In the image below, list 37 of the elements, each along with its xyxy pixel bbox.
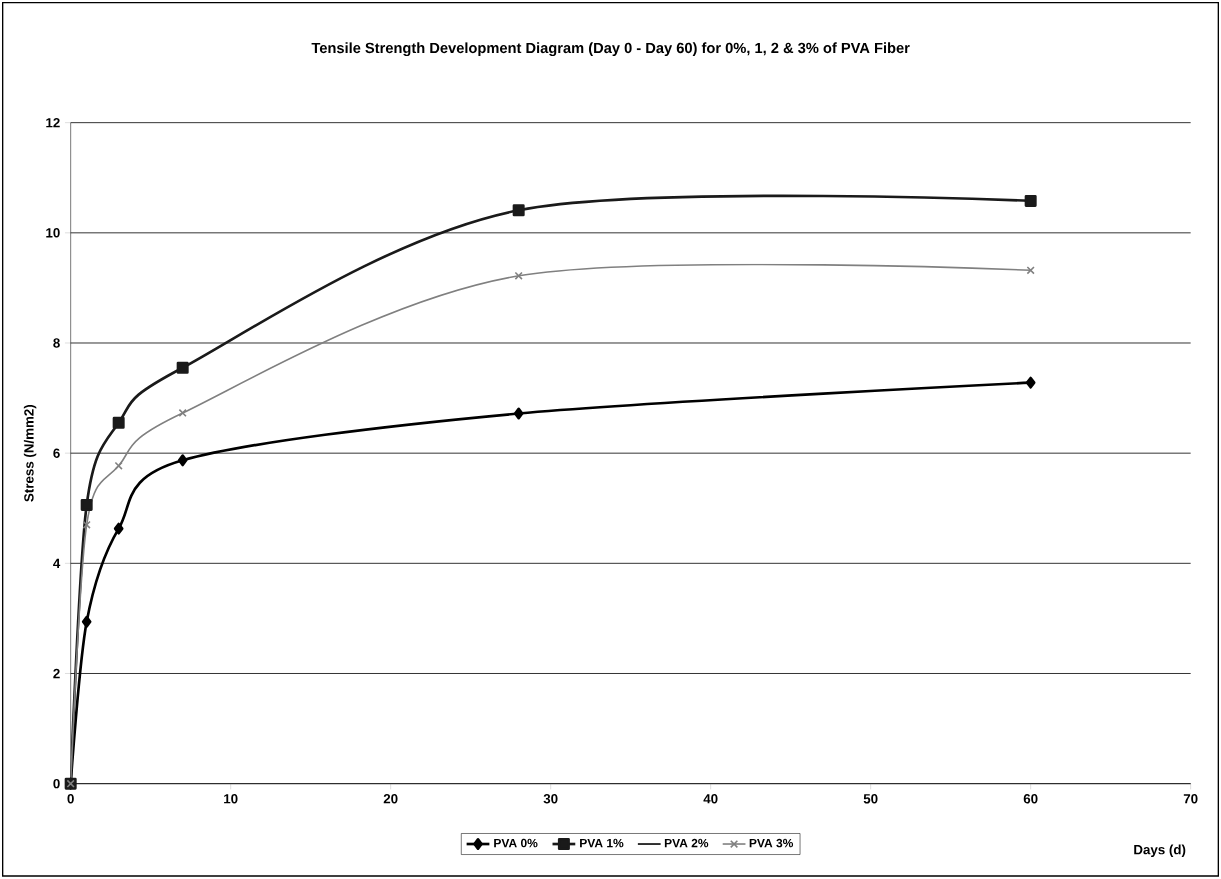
point — [114, 461, 123, 471]
y-tick-label: 10 — [46, 228, 60, 238]
x-tick-label: 30 — [543, 794, 558, 804]
point — [176, 361, 189, 374]
y-tick-label: 4 — [53, 558, 61, 569]
x-tick-label: 10 — [224, 794, 238, 804]
y-tick-label: 8 — [53, 338, 60, 348]
legend-label: PVA 2% — [664, 839, 709, 848]
point — [112, 417, 125, 430]
y-axis-title: Stress (N/mm2) — [23, 405, 37, 502]
x-tick-label: 60 — [1023, 794, 1038, 804]
point — [82, 520, 91, 530]
x-tick-label: 70 — [1183, 794, 1198, 804]
point — [512, 204, 525, 217]
legend-label: PVA 0% — [494, 839, 538, 848]
point — [81, 615, 92, 628]
point — [80, 499, 93, 512]
x-tick-label: 0 — [67, 794, 74, 804]
x-axis-title: Days (d) — [1134, 844, 1186, 858]
legend-label: PVA 1% — [580, 839, 624, 848]
point — [1026, 266, 1035, 275]
x-tick-label: 40 — [703, 794, 718, 804]
point — [113, 522, 124, 535]
point — [177, 454, 188, 467]
x-tick-label: 50 — [863, 794, 878, 804]
point — [178, 409, 187, 418]
point — [513, 407, 524, 420]
point — [1024, 195, 1037, 208]
point — [514, 271, 523, 281]
x-tick-label: 20 — [383, 794, 398, 804]
y-tick-label: 2 — [53, 669, 60, 679]
point — [1025, 376, 1036, 389]
chart-title: Tensile Strength Development Diagram (Day 0 - Day 60) for 0%, 1, 2 & 3% of PVA Fiber — [311, 42, 910, 57]
y-tick-label: 0 — [53, 779, 60, 789]
y-tick-label: 12 — [46, 118, 60, 128]
y-tick-label: 6 — [53, 448, 60, 459]
legend-label: PVA 3% — [749, 839, 794, 848]
